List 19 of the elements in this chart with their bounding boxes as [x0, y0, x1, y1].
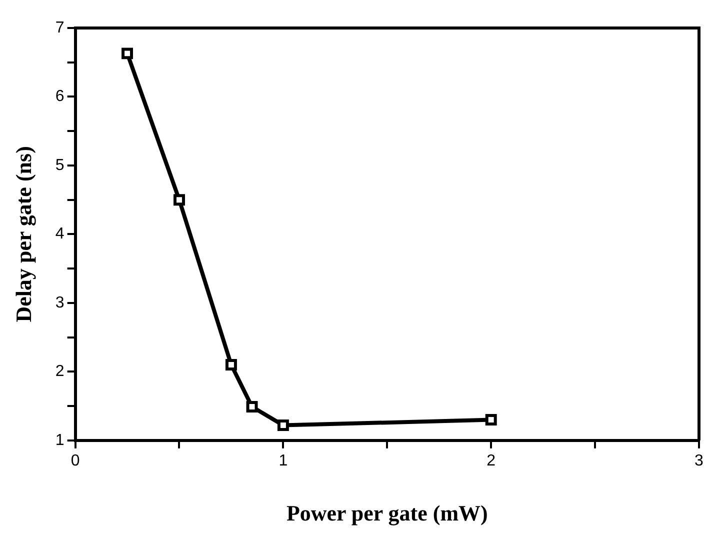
point [122, 48, 134, 60]
x-tick-label: 0 [70, 452, 80, 470]
y-tick-label: 5 [55, 156, 64, 174]
x-tick-label: 3 [694, 452, 704, 470]
y-tick-label: 2 [55, 363, 64, 380]
point [485, 414, 497, 426]
y-axis-title: Delay per gate (ns) [10, 146, 36, 322]
x-tick-label: 1 [278, 452, 288, 470]
point [174, 194, 185, 206]
x-tick-label: 2 [486, 452, 496, 470]
point [225, 359, 237, 371]
y-tick-label: 6 [55, 88, 64, 106]
x-axis-title: Power per gate (mW) [286, 500, 488, 526]
y-tick-label: 1 [55, 432, 64, 449]
point [246, 400, 258, 412]
y-tick-label: 4 [55, 226, 64, 243]
y-tick-label: 7 [55, 19, 64, 36]
point [277, 420, 289, 432]
y-tick-label: 3 [55, 294, 64, 312]
